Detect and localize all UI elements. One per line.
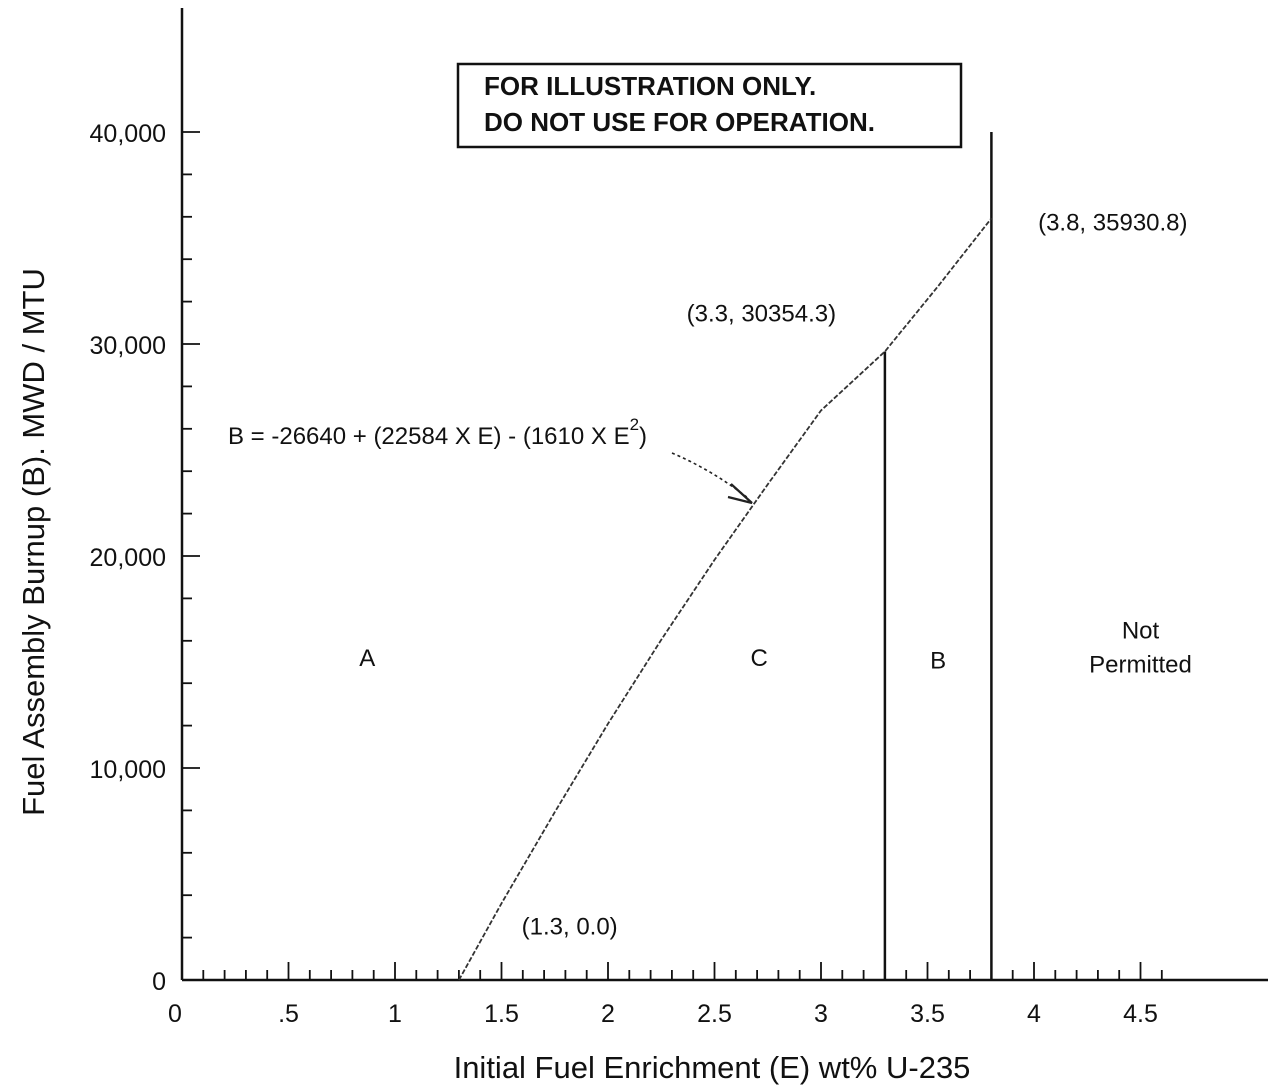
- y-tick-label: 20,000: [90, 544, 166, 572]
- equation-close: ): [639, 423, 647, 450]
- x-tick-label: 2.5: [697, 1000, 732, 1028]
- disclaimer-line-2: DO NOT USE FOR OPERATION.: [484, 107, 875, 137]
- equation-exponent: 2: [630, 415, 639, 434]
- y-tick-label: 40,000: [90, 120, 166, 148]
- region-label: Not: [1122, 618, 1160, 645]
- tick-labels: 0 .5 1 1.5 2 2.5 3 3.5 4 4.5 0 10,000 20,000 30,000 40…: [90, 120, 1158, 1028]
- x-tick-label: 1.5: [484, 1000, 519, 1028]
- region-label: B: [930, 647, 946, 674]
- x-axis-label: Initial Fuel Enrichment (E) wt% U-235: [454, 1050, 971, 1085]
- ticks: [182, 131, 1163, 980]
- x-tick-label: 3.5: [910, 1000, 945, 1028]
- region-label: A: [359, 645, 375, 672]
- equation-label: B = -26640 + (22584 X E) - (1610 X E2): [228, 415, 647, 450]
- x-tick-label: 4.5: [1123, 1000, 1158, 1028]
- disclaimer-box: FOR ILLUSTRATION ONLY. DO NOT USE FOR OP…: [456, 62, 963, 149]
- point-label: (3.3, 30354.3): [687, 301, 836, 328]
- axes: [180, 8, 1268, 982]
- y-axis-label: Fuel Assembly Burnup (B). MWD / MTU: [16, 268, 51, 816]
- y-tick-label: 10,000: [90, 756, 166, 784]
- equation-arrow: [671, 452, 749, 499]
- equation-arrowhead: [727, 483, 753, 505]
- point-label: (3.8, 35930.8): [1038, 210, 1187, 237]
- boundaries: [883, 132, 993, 980]
- region-label: Permitted: [1089, 652, 1192, 679]
- region-label: C: [751, 645, 768, 672]
- equation-annotation: B = -26640 + (22584 X E) - (1610 X E2): [228, 415, 753, 505]
- x-tick-label: 1: [388, 1000, 402, 1028]
- equation-main: B = -26640 + (22584 X E) - (1610 X E: [228, 423, 630, 450]
- region-labels: A C B Not Permitted: [359, 618, 1192, 679]
- x-tick-label: 0: [168, 1000, 182, 1028]
- point-label: (1.3, 0.0): [522, 913, 618, 940]
- burnup-curve: [458, 217, 993, 981]
- x-tick-label: 4: [1027, 1000, 1041, 1028]
- disclaimer-line-1: FOR ILLUSTRATION ONLY.: [484, 71, 816, 101]
- annotations: (1.3, 0.0) (3.3, 30354.3) (3.8, 35930.8): [522, 210, 1188, 941]
- x-tick-label: 3: [814, 1000, 828, 1028]
- curve: [458, 217, 993, 981]
- y-tick-label: 30,000: [90, 332, 166, 360]
- x-tick-label: .5: [278, 1000, 299, 1028]
- y-tick-label: 0: [152, 968, 166, 996]
- x-tick-label: 2: [601, 1000, 615, 1028]
